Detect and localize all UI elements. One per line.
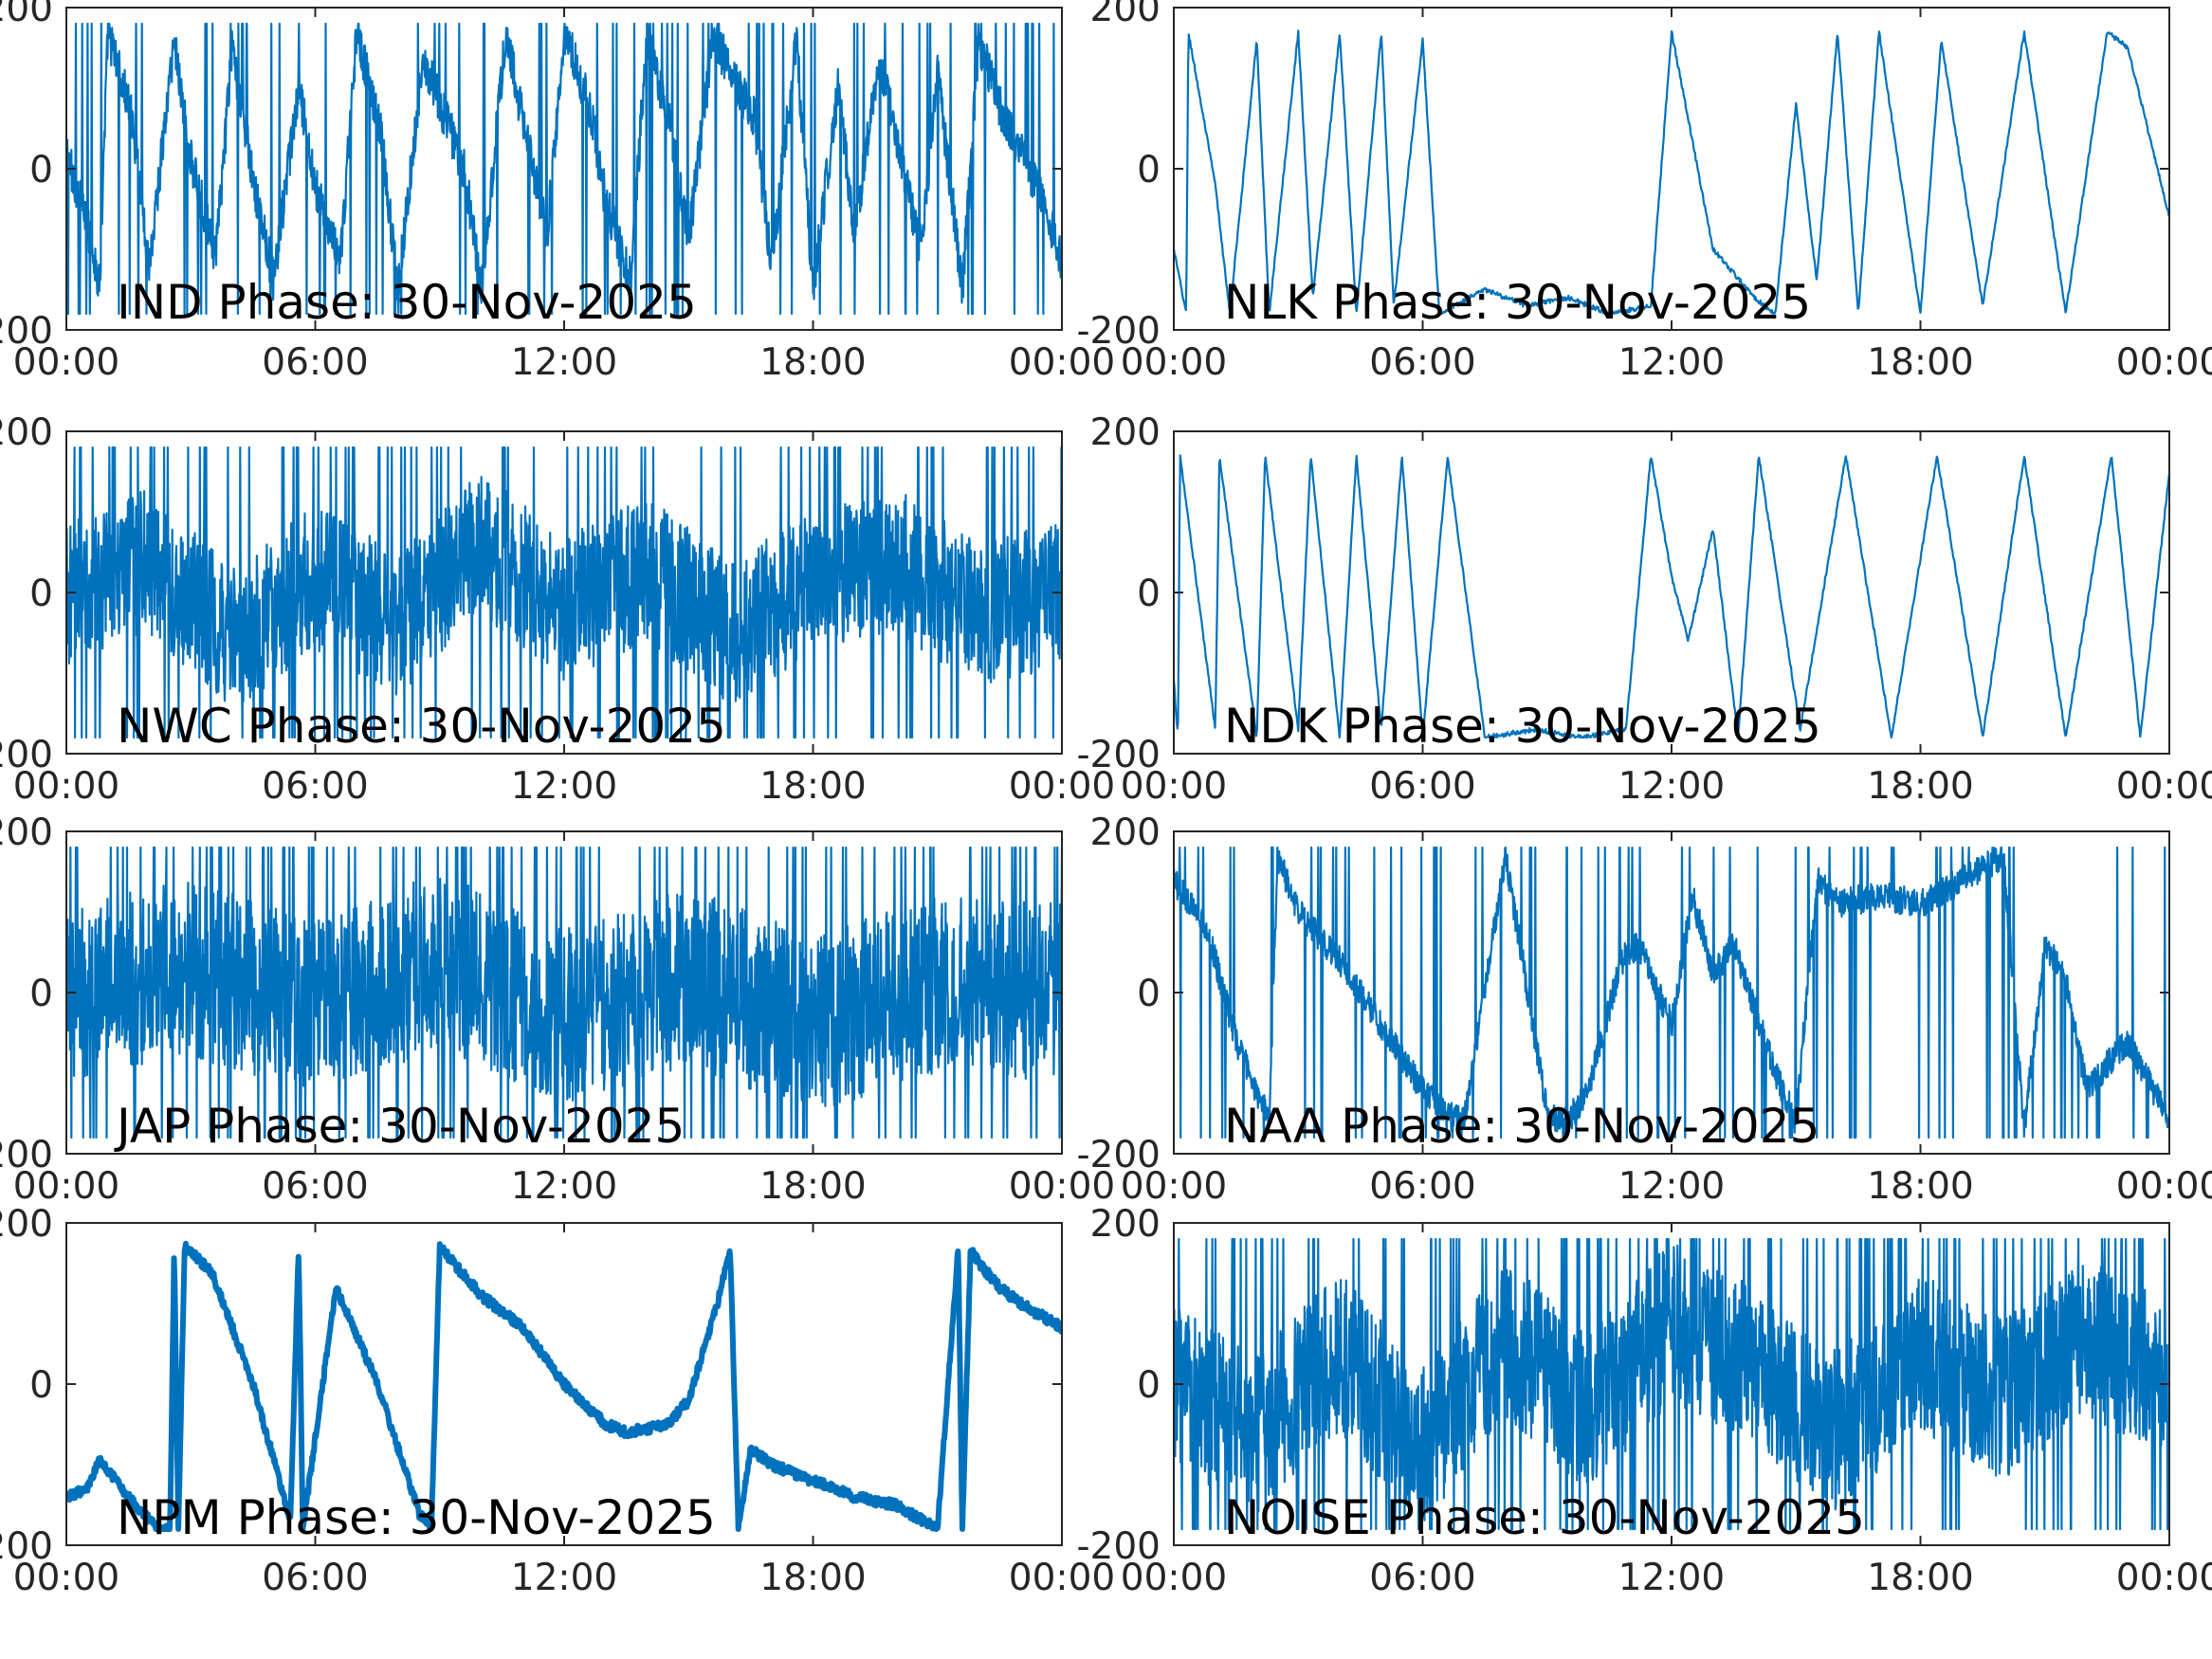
nlk-ytick-label: 200 (1090, 0, 1161, 30)
ind-xtick-label: 18:00 (759, 341, 866, 384)
naa-xtick-label: 00:00 (2116, 1165, 2212, 1208)
naa-ytick-label: 0 (1137, 973, 1161, 1015)
npm-xtick-label: 06:00 (262, 1557, 368, 1599)
npm-phase-series (66, 1240, 1062, 1532)
nwc-ytick-label: 0 (29, 573, 53, 615)
jap-xtick-label: 00:00 (13, 1165, 119, 1208)
npm-ytick-label: 200 (0, 1203, 53, 1246)
noise-xtick-label: 18:00 (1867, 1557, 1973, 1599)
nlk-ytick-label: 0 (1137, 149, 1161, 191)
noise-xtick-label: 12:00 (1618, 1557, 1725, 1599)
nlk-xtick-label: 00:00 (1121, 341, 1227, 384)
nlk-panel-title: NLK Phase: 30-Nov-2025 (1224, 275, 1811, 330)
ndk-phase-series (1174, 454, 2169, 739)
ndk-panel-title: NDK Phase: 30-Nov-2025 (1224, 699, 1821, 754)
noise-xtick-label: 06:00 (1369, 1557, 1475, 1599)
nwc-xtick-label: 18:00 (759, 765, 866, 808)
noise-phase-series (1174, 1237, 2169, 1531)
naa-ytick-label: 200 (1090, 811, 1161, 854)
ind-ytick-label: 0 (29, 149, 53, 191)
nwc-xtick-label: 00:00 (1009, 765, 1115, 808)
jap-xtick-label: 18:00 (759, 1165, 866, 1208)
ind-phase-series (66, 22, 1062, 316)
naa-phase-series (1174, 846, 2169, 1139)
nwc-phase-series (66, 446, 1062, 739)
nlk-xtick-label: 06:00 (1369, 341, 1475, 384)
nwc-panel-title: NWC Phase: 30-Nov-2025 (117, 699, 726, 754)
noise-ytick-label: -200 (1076, 1525, 1161, 1568)
jap-ytick-label: 0 (29, 973, 53, 1015)
npm-ytick-label: 0 (29, 1364, 53, 1407)
ind-xtick-label: 00:00 (1009, 341, 1115, 384)
ndk-xtick-label: 12:00 (1618, 765, 1725, 808)
nwc-xtick-label: 12:00 (511, 765, 617, 808)
jap-xtick-label: 06:00 (262, 1165, 368, 1208)
jap-xtick-label: 12:00 (511, 1165, 617, 1208)
ndk-xtick-label: 00:00 (1121, 765, 1227, 808)
jap-phase-series (66, 846, 1062, 1139)
jap-xtick-label: 00:00 (1009, 1165, 1115, 1208)
ind-xtick-label: 12:00 (511, 341, 617, 384)
npm-xtick-label: 00:00 (13, 1557, 119, 1599)
npm-ytick-label: -200 (0, 1525, 53, 1568)
nwc-xtick-label: 00:00 (13, 765, 119, 808)
nlk-phase-series (1174, 29, 2169, 316)
jap-ytick-label: 200 (0, 811, 53, 854)
naa-xtick-label: 06:00 (1369, 1165, 1475, 1208)
naa-xtick-label: 18:00 (1867, 1165, 1973, 1208)
nlk-xtick-label: 00:00 (2116, 341, 2212, 384)
ind-panel-title: IND Phase: 30-Nov-2025 (117, 275, 697, 330)
nwc-xtick-label: 06:00 (262, 765, 368, 808)
npm-xtick-label: 00:00 (1009, 1557, 1115, 1599)
ind-ytick-label: 200 (0, 0, 53, 30)
jap-panel-title: JAP Phase: 30-Nov-2025 (114, 1099, 685, 1154)
noise-xtick-label: 00:00 (1121, 1557, 1227, 1599)
nwc-ytick-label: -200 (0, 734, 53, 776)
naa-ytick-label: -200 (1076, 1134, 1161, 1176)
naa-panel-title: NAA Phase: 30-Nov-2025 (1224, 1099, 1819, 1154)
ndk-ytick-label: 200 (1090, 411, 1161, 454)
npm-panel-title: NPM Phase: 30-Nov-2025 (117, 1490, 716, 1545)
noise-ytick-label: 0 (1137, 1364, 1161, 1407)
npm-xtick-label: 12:00 (511, 1557, 617, 1599)
ind-xtick-label: 00:00 (13, 341, 119, 384)
nlk-xtick-label: 18:00 (1867, 341, 1973, 384)
nwc-ytick-label: 200 (0, 411, 53, 454)
nlk-xtick-label: 12:00 (1618, 341, 1725, 384)
ndk-xtick-label: 18:00 (1867, 765, 1973, 808)
npm-xtick-label: 18:00 (759, 1557, 866, 1599)
nlk-ytick-label: -200 (1076, 310, 1161, 353)
ind-xtick-label: 06:00 (262, 341, 368, 384)
jap-ytick-label: -200 (0, 1134, 53, 1176)
naa-xtick-label: 12:00 (1618, 1165, 1725, 1208)
noise-ytick-label: 200 (1090, 1203, 1161, 1246)
ndk-ytick-label: 0 (1137, 573, 1161, 615)
ndk-ytick-label: -200 (1076, 734, 1161, 776)
ndk-xtick-label: 06:00 (1369, 765, 1475, 808)
noise-xtick-label: 00:00 (2116, 1557, 2212, 1599)
naa-xtick-label: 00:00 (1121, 1165, 1227, 1208)
ind-ytick-label: -200 (0, 310, 53, 353)
ndk-xtick-label: 00:00 (2116, 765, 2212, 808)
noise-panel-title: NOISE Phase: 30-Nov-2025 (1224, 1490, 1865, 1545)
